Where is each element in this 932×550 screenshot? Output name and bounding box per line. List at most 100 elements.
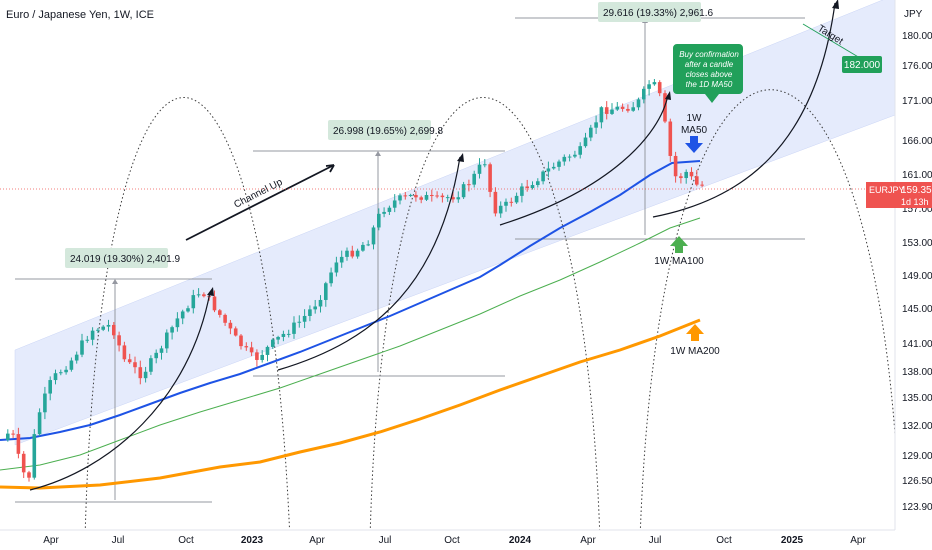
candle [525,179,529,192]
x-tick-label: Apr [309,535,325,546]
candle [80,333,84,358]
candle [562,154,567,166]
candle [467,179,471,192]
price-tag-symbol: EURJPY [869,185,905,195]
y-tick-label: 180.000 [902,31,932,42]
y-axis[interactable]: JPY 180.000 176.000 171.000 166.000 161.000 1… [894,0,932,530]
y-tick-label: 153.000 [902,238,932,249]
candle [567,154,572,162]
candle [488,162,492,198]
candle [430,189,434,202]
candle [64,366,68,375]
y-tick-label: 161.000 [902,170,932,181]
candle [202,292,206,298]
candle [461,181,466,200]
candle [143,366,148,383]
candle [435,191,439,199]
candle [498,201,503,218]
candle [133,356,137,374]
candle [573,150,577,159]
candle [668,118,673,162]
candle [297,315,302,328]
candle [504,198,508,212]
plot-area[interactable]: Channel Up 24.019 (19.30%) 2,401.9 26.99… [0,0,898,540]
x-tick-label: Apr [850,535,866,546]
candle [371,225,376,250]
price-tag [866,182,932,208]
candle [48,376,52,401]
candle [583,132,588,148]
candle [127,353,132,365]
buy-note-line-3: closes above [686,70,733,79]
x-tick-label: Jul [112,535,125,546]
candle [631,102,635,112]
candle [589,124,593,142]
candle [615,102,620,111]
candle [424,191,429,201]
candle [85,335,90,343]
candle [414,191,418,202]
y-tick-label: 132.000 [902,421,932,432]
candle [239,334,243,350]
candle [536,178,540,188]
candle [212,290,217,313]
x-tick-label: Oct [444,535,460,546]
candle [520,183,524,203]
candle [329,267,333,287]
candle [191,289,196,314]
candle [37,408,42,437]
candle [228,320,233,335]
candle [53,369,58,385]
candle [271,338,275,350]
curved-arrows [29,2,836,491]
candle [196,288,201,298]
candle [106,319,111,332]
candle [350,245,355,259]
target-price-box [842,56,882,73]
candle [6,429,10,442]
candle [546,161,551,178]
candle [557,159,561,171]
price-tag-countdown: 1d 13h [901,197,929,207]
candle [74,351,79,364]
x-axis[interactable]: Apr Jul Oct 2023 Apr Jul Oct 2024 Apr Jul Oct 2025 A… [0,529,895,546]
ma50-arrow-icon [685,136,703,153]
y-tick-label: 145.000 [902,304,932,315]
buy-note-line-4: the 1D MA50 [686,80,733,89]
candle [604,101,609,120]
candle [541,170,545,185]
y-tick-label: 129.000 [902,451,932,462]
measure-3-label: 29.616 (19.33%) 2,961.6 [603,8,714,19]
y-tick-label: 123.900 [902,502,932,513]
measure-1-label: 24.019 (19.30%) 2,401.9 [70,254,181,265]
ma50-line [0,160,701,441]
ma50-label-line-1: 1W [687,113,703,124]
candle [620,103,625,112]
candle [445,194,450,202]
candle [408,193,413,197]
candle [249,341,254,357]
candle [16,427,21,459]
candle [265,345,270,362]
candle [594,115,598,134]
candle [403,191,408,200]
measure-3-box [598,2,701,22]
candle [695,170,699,187]
candle [361,242,365,252]
candle [647,80,651,96]
candle [509,197,514,207]
y-tick-label: 138.000 [902,367,932,378]
x-tick-label: 2025 [781,535,804,546]
y-tick-label: 171.000 [902,96,932,107]
candle [599,106,604,129]
candle [186,305,190,313]
candle [90,327,95,346]
x-tick-label: Oct [716,535,732,546]
price-tag-price: 159.358 [901,185,932,196]
candle [96,327,100,333]
candle [387,205,392,216]
candle [281,330,286,342]
target-price-label: 182.000 [844,60,881,71]
candle [398,193,402,205]
